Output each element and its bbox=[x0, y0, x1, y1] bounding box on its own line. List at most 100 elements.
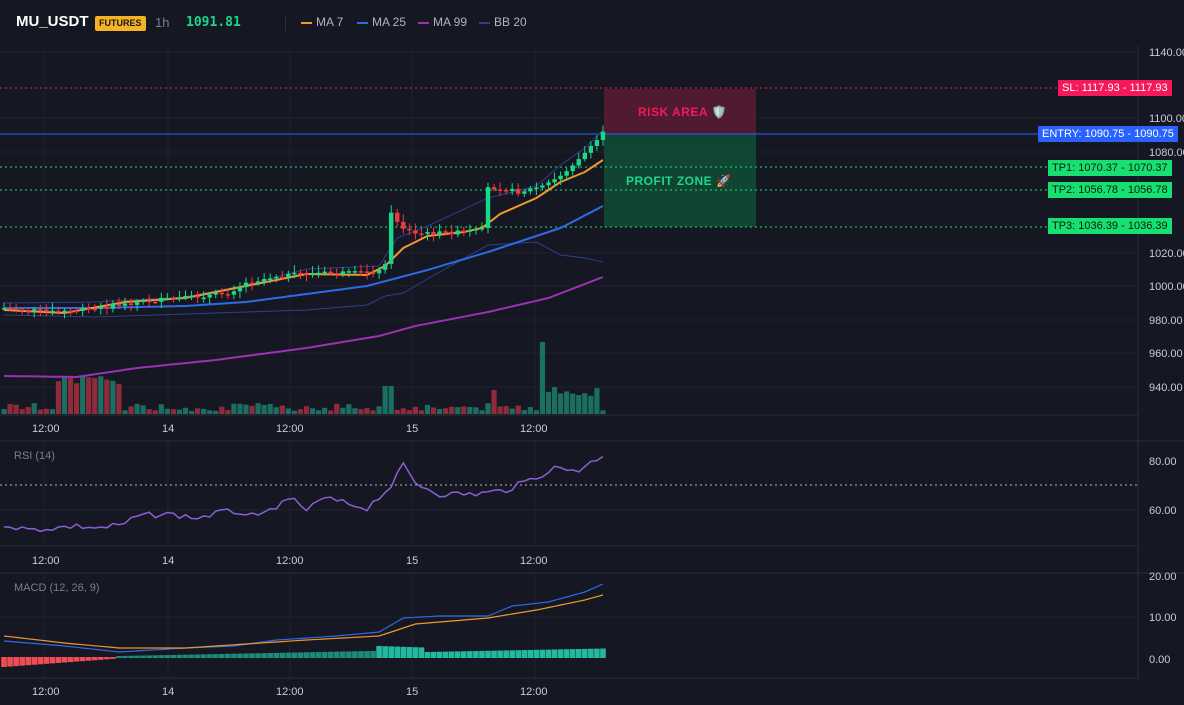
candle-body[interactable] bbox=[104, 306, 110, 309]
candle-body[interactable] bbox=[376, 269, 382, 274]
candle-body[interactable] bbox=[50, 310, 55, 313]
profit-zone[interactable] bbox=[604, 134, 756, 227]
candle-body[interactable] bbox=[147, 300, 152, 303]
candle-body[interactable] bbox=[328, 271, 333, 274]
candle-body[interactable] bbox=[594, 139, 600, 147]
candle-body[interactable] bbox=[540, 185, 545, 188]
candle-body[interactable] bbox=[134, 301, 140, 305]
legend-ma99[interactable]: MA 99 bbox=[418, 15, 467, 29]
candle-body[interactable] bbox=[195, 295, 200, 298]
candle-body[interactable] bbox=[576, 159, 581, 166]
candle-body[interactable] bbox=[122, 303, 128, 306]
candle-body[interactable] bbox=[56, 310, 61, 313]
time-axis-rsi[interactable]: 12:00 14 12:00 15 12:00 bbox=[32, 555, 548, 567]
candle-body[interactable] bbox=[419, 233, 424, 236]
candle-body[interactable] bbox=[546, 182, 551, 186]
candle-body[interactable] bbox=[334, 273, 339, 275]
candle-body[interactable] bbox=[110, 304, 116, 309]
candle-body[interactable] bbox=[461, 230, 466, 232]
candle-body[interactable] bbox=[13, 308, 19, 310]
candle-body[interactable] bbox=[74, 310, 79, 313]
symbol-name[interactable]: MU_USDT bbox=[16, 13, 89, 30]
candlesticks[interactable] bbox=[1, 125, 606, 319]
candle-body[interactable] bbox=[510, 188, 515, 191]
candle-body[interactable] bbox=[243, 282, 249, 288]
candle-body[interactable] bbox=[600, 131, 606, 140]
time-axis-macd[interactable]: 12:00 14 12:00 15 12:00 bbox=[32, 686, 548, 698]
candle-body[interactable] bbox=[213, 292, 218, 295]
candle-body[interactable] bbox=[425, 232, 430, 234]
candle-body[interactable] bbox=[225, 294, 231, 296]
candle-body[interactable] bbox=[582, 152, 587, 160]
candle-body[interactable] bbox=[171, 298, 176, 300]
candle-body[interactable] bbox=[497, 189, 503, 191]
candle-body[interactable] bbox=[177, 297, 182, 300]
entry-tag[interactable]: ENTRY: 1090.75 - 1090.75 bbox=[1038, 126, 1178, 142]
time-axis-main[interactable]: 12:00 14 12:00 15 12:00 bbox=[32, 423, 548, 435]
candle-body[interactable] bbox=[268, 278, 273, 281]
candle-body[interactable] bbox=[316, 272, 321, 275]
candle-body[interactable] bbox=[407, 228, 412, 231]
timeframe-label[interactable]: 1h bbox=[155, 15, 170, 30]
candle-body[interactable] bbox=[153, 301, 158, 304]
candle-body[interactable] bbox=[455, 230, 460, 235]
candle-body[interactable] bbox=[491, 187, 497, 190]
candle-body[interactable] bbox=[473, 229, 479, 231]
candle-body[interactable] bbox=[98, 306, 103, 309]
candle-body[interactable] bbox=[92, 308, 97, 311]
candle-body[interactable] bbox=[564, 171, 569, 176]
candle-body[interactable] bbox=[364, 271, 370, 273]
candle-body[interactable] bbox=[7, 307, 13, 310]
candle-body[interactable] bbox=[370, 272, 376, 275]
candle-body[interactable] bbox=[358, 271, 364, 273]
candle-body[interactable] bbox=[286, 273, 291, 278]
candle-body[interactable] bbox=[231, 291, 237, 295]
price-axis[interactable]: 1140.00 1100.00 1080.00 1020.00 1000.00 … bbox=[1149, 47, 1184, 394]
candle-body[interactable] bbox=[431, 232, 436, 235]
candle-body[interactable] bbox=[140, 300, 146, 303]
candle-body[interactable] bbox=[570, 165, 575, 172]
legend-ma7[interactable]: MA 7 bbox=[301, 15, 343, 29]
candle-body[interactable] bbox=[207, 294, 212, 298]
candle-body[interactable] bbox=[516, 188, 521, 194]
candle-body[interactable] bbox=[322, 271, 327, 274]
candle-body[interactable] bbox=[274, 276, 279, 279]
legend-bb20[interactable]: BB 20 bbox=[479, 15, 527, 29]
candle-body[interactable] bbox=[165, 298, 170, 300]
candle-body[interactable] bbox=[201, 297, 206, 300]
candle-body[interactable] bbox=[38, 309, 43, 311]
candle-body[interactable] bbox=[304, 273, 309, 276]
candle-body[interactable] bbox=[401, 221, 406, 229]
candle-body[interactable] bbox=[183, 296, 188, 298]
candle-body[interactable] bbox=[80, 308, 85, 311]
candle-body[interactable] bbox=[128, 303, 134, 305]
candle-body[interactable] bbox=[522, 191, 527, 194]
candle-body[interactable] bbox=[237, 287, 243, 292]
candle-body[interactable] bbox=[26, 310, 31, 312]
candle-body[interactable] bbox=[62, 310, 67, 313]
candle-body[interactable] bbox=[86, 308, 91, 310]
tp3-tag[interactable]: TP3: 1036.39 - 1036.39 bbox=[1048, 218, 1172, 234]
candle-body[interactable] bbox=[292, 272, 297, 275]
candle-body[interactable] bbox=[346, 271, 352, 273]
candle-body[interactable] bbox=[1, 307, 7, 310]
candle-body[interactable] bbox=[298, 272, 303, 275]
candle-body[interactable] bbox=[528, 188, 533, 192]
candle-body[interactable] bbox=[32, 309, 37, 311]
legend-ma25[interactable]: MA 25 bbox=[357, 15, 406, 29]
candle-body[interactable] bbox=[485, 187, 491, 229]
candle-body[interactable] bbox=[261, 279, 267, 282]
candle-body[interactable] bbox=[159, 298, 164, 302]
candle-body[interactable] bbox=[449, 231, 454, 235]
candle-body[interactable] bbox=[395, 212, 400, 222]
tp2-tag[interactable]: TP2: 1056.78 - 1056.78 bbox=[1048, 182, 1172, 198]
candle-body[interactable] bbox=[413, 230, 418, 234]
candle-body[interactable] bbox=[382, 263, 388, 270]
candle-body[interactable] bbox=[503, 189, 509, 192]
risk-area-zone[interactable] bbox=[604, 89, 756, 134]
candle-body[interactable] bbox=[310, 273, 315, 275]
candle-body[interactable] bbox=[352, 271, 358, 273]
candle-body[interactable] bbox=[588, 146, 594, 153]
candle-body[interactable] bbox=[68, 310, 73, 313]
